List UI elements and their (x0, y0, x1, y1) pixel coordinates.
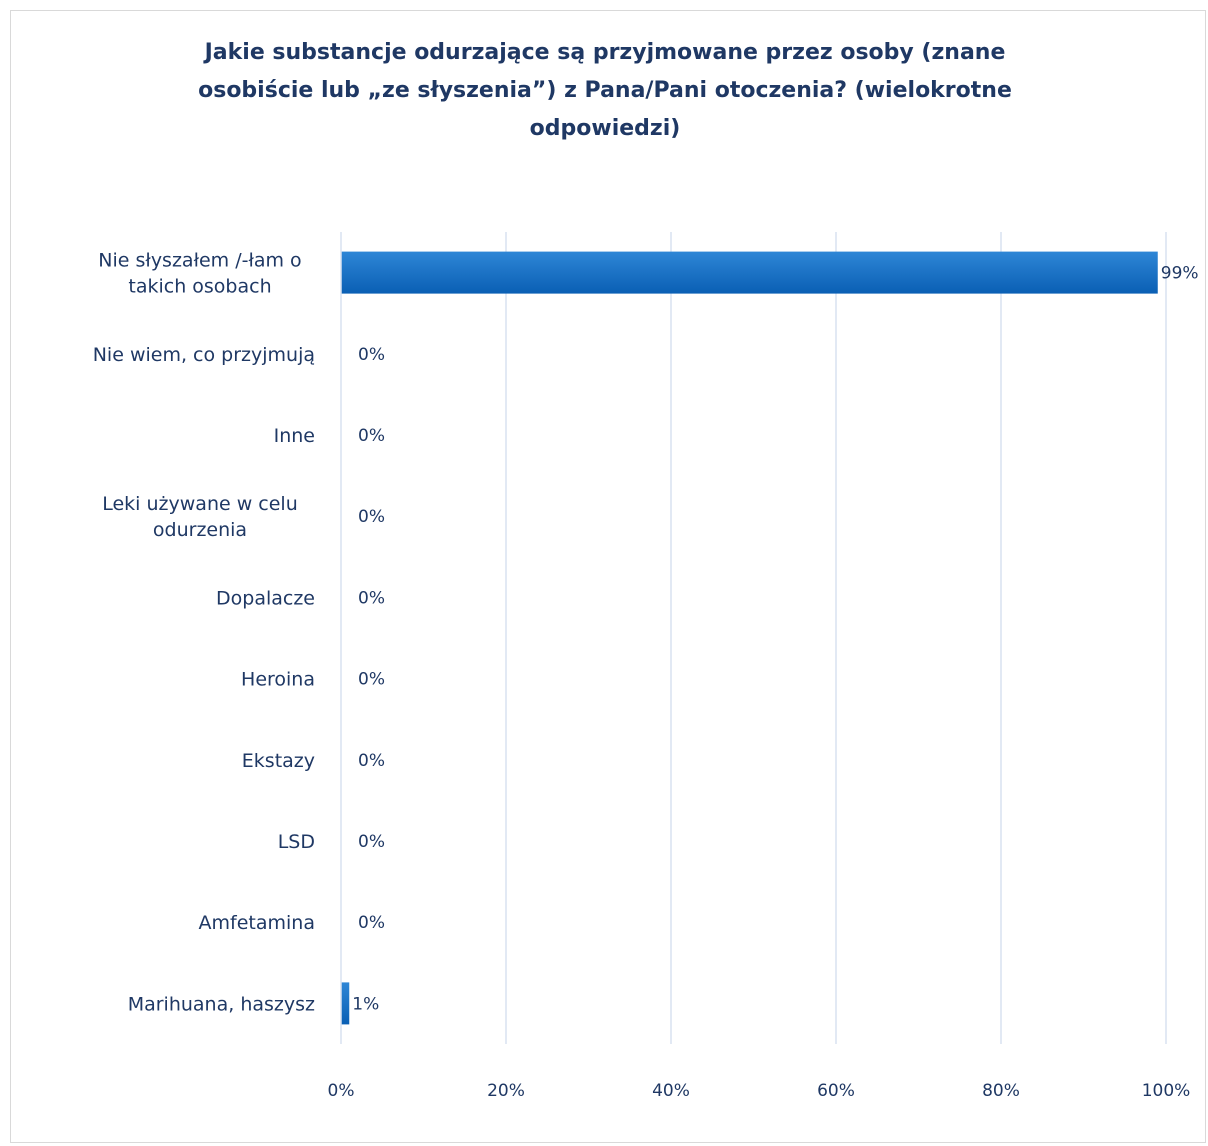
data-label: 0% (358, 913, 385, 933)
data-label: 0% (358, 832, 385, 852)
category-label: Amfetamina (199, 912, 315, 934)
x-tick-label: 80% (982, 1081, 1020, 1101)
data-label: 1% (352, 994, 379, 1014)
category-label: LSD (278, 831, 315, 853)
bars (341, 251, 1158, 1025)
chart-title-line-1: Jakie substancje odurzające są przyjmowa… (204, 40, 1006, 65)
data-label: 0% (358, 588, 385, 608)
x-tick-label: 60% (817, 1081, 855, 1101)
x-tick-label: 0% (328, 1081, 355, 1101)
data-label: 0% (358, 751, 385, 771)
category-label: Marihuana, haszysz (128, 993, 315, 1015)
x-tick-labels: 0% 20% 40% 60% 80% 100% (328, 1081, 1191, 1101)
gridlines (505, 232, 1167, 1044)
category-label: Inne (274, 425, 315, 447)
bar (341, 251, 1158, 294)
category-label: Nie słyszałem /-łam o takich osobach (98, 250, 301, 298)
data-label: 0% (358, 670, 385, 690)
data-label: 0% (358, 426, 385, 446)
bar (341, 982, 350, 1025)
category-labels: Nie słyszałem /-łam o takich osobach Nie w… (93, 250, 315, 1016)
x-tick-label: 20% (487, 1081, 525, 1101)
category-label: Dopalacze (216, 587, 315, 609)
data-labels: 99% 0% 0% 0% 0% 0% 0% 0% 0% 1% (352, 264, 1198, 1015)
category-label: Nie wiem, co przyjmują (93, 344, 315, 366)
category-label: Ekstazy (242, 750, 315, 772)
x-tick-label: 40% (652, 1081, 690, 1101)
chart-title-line-2: osobiście lub „ze słyszenia”) z Pana/Pan… (198, 78, 1012, 103)
category-label: Leki używane w celu odurzenia (102, 493, 298, 541)
category-label: Heroina (241, 669, 315, 691)
x-tick-label: 100% (1142, 1081, 1191, 1101)
data-label: 0% (358, 345, 385, 365)
chart-title-line-3: odpowiedzi) (529, 116, 681, 141)
data-label: 99% (1161, 264, 1199, 284)
chart-frame (10, 10, 1206, 1143)
chart-title: Jakie substancje odurzające są przyjmowa… (100, 34, 1110, 148)
data-label: 0% (358, 507, 385, 527)
